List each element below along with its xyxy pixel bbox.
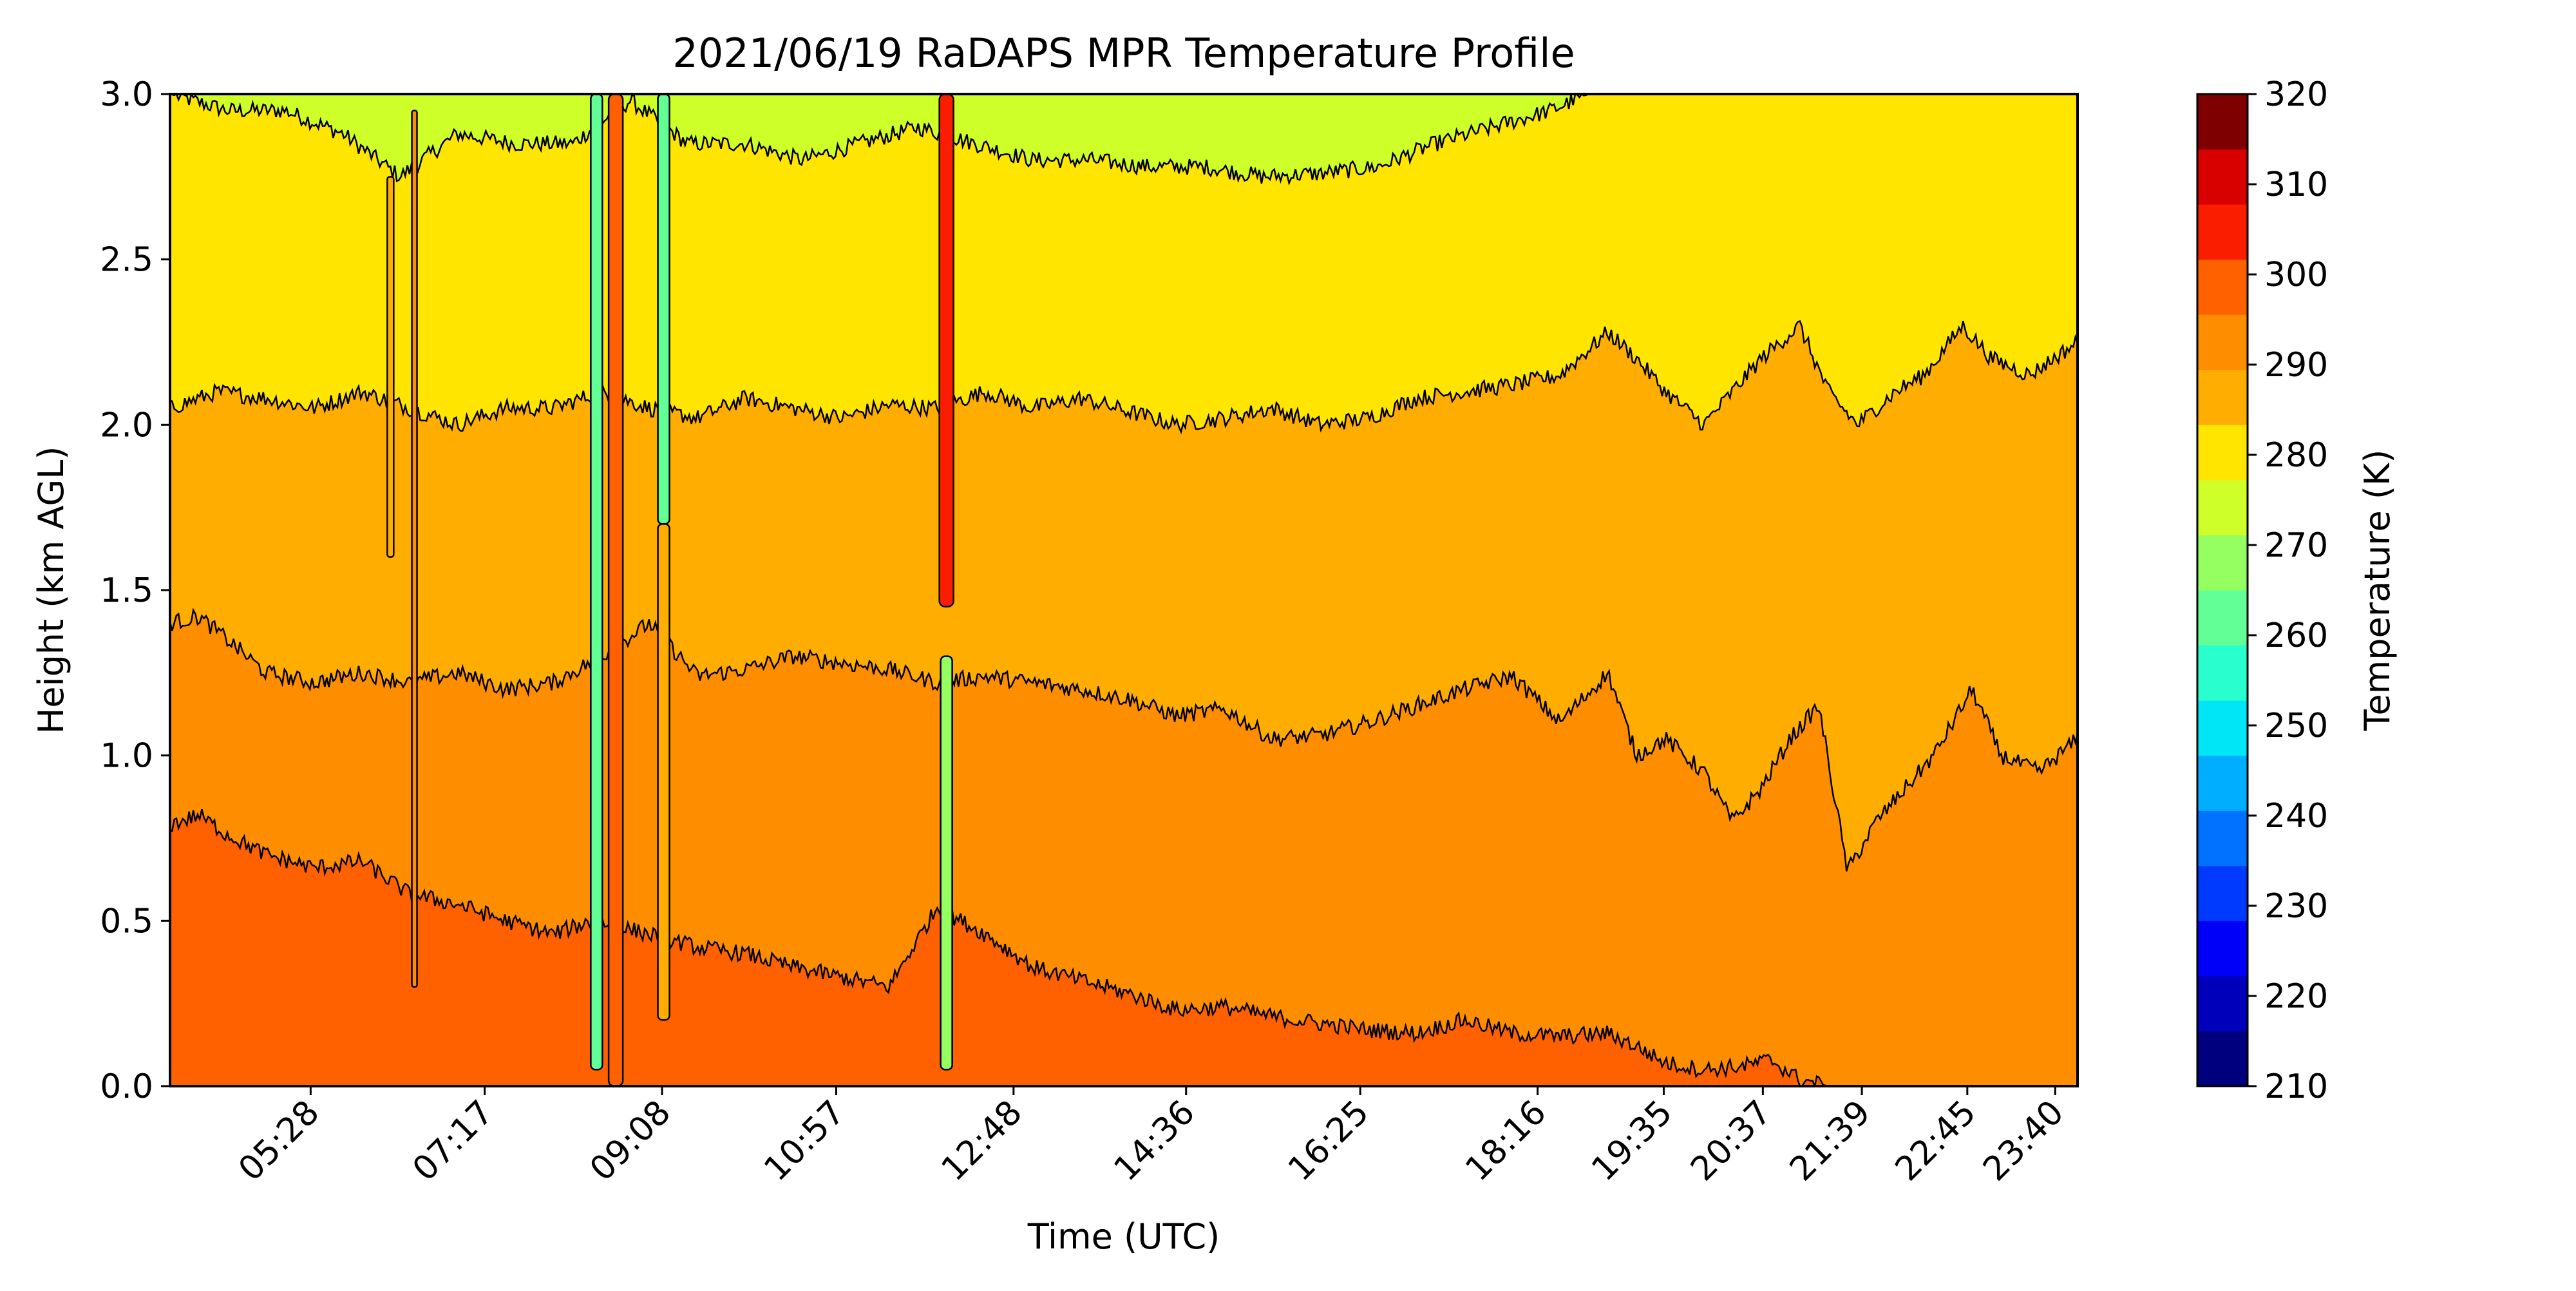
colorbar-tick-label-7: 280 [2264,436,2328,475]
y-tick-label-5: 2.5 [100,241,153,280]
colorbar-segment-0 [2197,1031,2248,1087]
colorbar-segment-10 [2197,479,2248,535]
colorbar-segment-5 [2197,755,2248,811]
anomaly-band-3 [411,110,418,988]
colorbar-segment-12 [2197,369,2248,425]
colorbar-tick-label-10: 310 [2264,166,2328,204]
anomaly-band-2 [386,176,395,558]
colorbar-segment-7 [2197,645,2248,701]
anomaly-band-8 [938,94,954,607]
colorbar-tick-label-8: 290 [2264,346,2328,385]
colorbar-segment-11 [2197,425,2248,481]
colorbar-segment-17 [2197,94,2248,150]
colorbar-frame [2196,93,2249,1087]
anomaly-band-4 [590,94,603,1071]
contour-line-280K [170,94,2078,186]
y-tick-label-3: 1.5 [100,571,153,610]
colorbar-segment-4 [2197,810,2248,866]
colorbar-segment-13 [2197,314,2248,370]
anomaly-band-6 [657,94,670,525]
contour-lines [170,94,2078,1086]
colorbar-tick-label-2: 230 [2264,887,2328,926]
contour-line-290K [170,607,2078,872]
colorbar-segment-6 [2197,700,2248,756]
colorbar-segment-3 [2197,865,2248,921]
colorbar-segment-2 [2197,921,2248,977]
colorbar-tick-label-3: 240 [2264,797,2328,836]
y-axis: 0.0 0.5 1.0 1.5 2.0 2.5 3.0 [100,75,170,1106]
vertical-anomaly-bands [386,94,954,1086]
colorbar-segment-16 [2197,149,2248,205]
colorbar-tick-label-4: 250 [2264,707,2328,745]
colorbar-tick-label-5: 260 [2264,617,2328,655]
colorbar-tick-label-1: 220 [2264,977,2328,1016]
contour-fill-295K [170,809,2078,1086]
colorbar-tick-label-0: 210 [2264,1067,2328,1106]
anomaly-band-5 [607,94,624,1086]
contour-line-295K [170,808,2078,1086]
colorbar-tick-label-9: 300 [2264,256,2328,294]
y-tick-label-1: 0.5 [100,902,153,941]
contour-fills [170,94,2078,1086]
y-tick-label-4: 2.0 [100,406,153,445]
contour-line-285K [170,320,2078,435]
colorbar-segment-1 [2197,975,2248,1031]
colorbar-tick-label-6: 270 [2264,526,2328,565]
colorbar: 210 220 230 240 250 260 270 280 290 300 310 320 [2196,75,2328,1106]
chart-title: 2021/06/19 RaDAPS MPR Temperature Profil… [672,30,1575,77]
colorbar-segment-14 [2197,259,2248,315]
x-axis-label: Time (UTC) [1027,1216,1220,1257]
colorbar-segment-9 [2197,535,2248,591]
y-tick-label-0: 0.0 [100,1067,153,1106]
colorbar-tick-label-11: 320 [2264,75,2328,114]
colorbar-segment-15 [2197,204,2248,260]
anomaly-band-7 [657,523,670,1021]
y-tick-label-2: 1.0 [100,737,153,776]
y-tick-label-6: 3.0 [100,75,153,114]
colorbar-segment-8 [2197,590,2248,646]
colorbar-label: Temperature (K) [2357,450,2398,732]
anomaly-band-9 [940,655,953,1071]
y-axis-label: Height (km AGL) [31,446,71,734]
